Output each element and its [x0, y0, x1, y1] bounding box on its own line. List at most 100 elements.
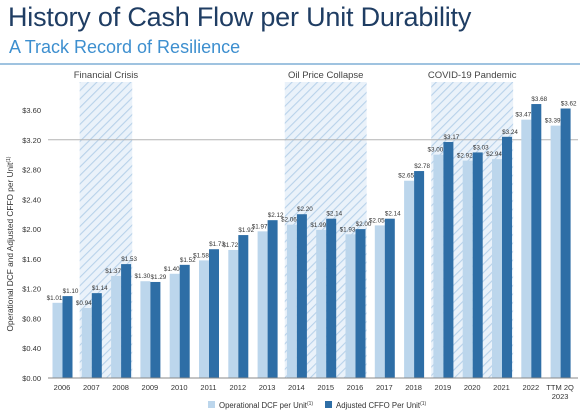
data-label-dcf-5: $1.58: [193, 252, 209, 259]
data-label-cffo-5: $1.73: [209, 241, 225, 248]
data-label-dcf-10: $1.93: [340, 226, 356, 233]
data-label-cffo-1: $1.14: [92, 285, 108, 292]
y-tick-8: $3.20: [22, 136, 41, 145]
data-label-dcf-1: $0.94: [76, 300, 92, 307]
bar-dcf-12: [404, 180, 415, 378]
data-label-dcf-14: $2.92: [457, 153, 473, 160]
bar-cffo-15: [502, 136, 512, 378]
x-tick-5: 2011: [200, 383, 216, 392]
bar-dcf-10: [345, 234, 356, 378]
axes: $0.00 $0.40 $0.80 $1.20 $1.60 $2.00 $2.40 $2.80…: [5, 106, 578, 401]
data-label-cffo-16: $3.68: [531, 96, 547, 103]
y-tick-6: $2.40: [22, 195, 41, 204]
page-title: History of Cash Flow per Unit Durability: [8, 2, 472, 32]
x-tick-16: 2022: [522, 383, 539, 392]
bar-cffo-0: [62, 296, 73, 378]
bar-dcf-5: [199, 260, 209, 378]
x-tick-6: 2012: [229, 383, 246, 392]
bar-dcf-9: [316, 229, 327, 378]
x-tick-11: 2017: [376, 383, 393, 392]
data-label-dcf-3: $1.30: [135, 273, 151, 280]
x-tick-17-b: 2023: [552, 392, 569, 401]
data-label-dcf-15: $2.94: [486, 151, 502, 158]
bar-dcf-16: [521, 119, 532, 378]
y-tick-0: $0.00: [22, 374, 41, 383]
data-label-dcf-2: $1.37: [105, 268, 121, 275]
bar-cffo-13: [443, 142, 454, 378]
data-label-dcf-6: $1.72: [222, 242, 238, 249]
y-axis-label: Operational DCF and Adjusted CFFO per Un…: [5, 156, 15, 331]
bar-cffo-16: [531, 104, 542, 379]
event-label-2: COVID-19 Pandemic: [428, 70, 517, 81]
data-label-dcf-0: $1.01: [47, 295, 63, 302]
data-label-dcf-12: $2.65: [398, 173, 414, 180]
data-label-cffo-3: $1.29: [151, 274, 167, 281]
bar-dcf-6: [228, 249, 239, 378]
bar-cffo-7: [267, 220, 278, 378]
bar-cffo-3: [150, 281, 161, 378]
data-label-cffo-17: $3.62: [561, 101, 577, 108]
y-tick-4: $1.60: [22, 255, 41, 264]
data-label-dcf-8: $2.06: [281, 217, 297, 224]
bar-cffo-10: [355, 229, 366, 378]
data-label-cffo-9: $2.14: [326, 211, 342, 218]
bar-cffo-11: [384, 218, 395, 378]
bar-dcf-11: [374, 225, 385, 378]
event-label-1: Oil Price Collapse: [288, 70, 364, 81]
bar-dcf-2: [111, 276, 122, 378]
bar-cffo-17: [560, 108, 571, 378]
legend-label-1: Adjusted CFFO Per Unit(1): [336, 401, 427, 410]
data-label-dcf-4: $1.40: [164, 266, 180, 273]
bar-dcf-8: [286, 224, 297, 378]
bar-cffo-14: [472, 152, 483, 378]
page-subtitle: A Track Record of Resilience: [9, 37, 241, 57]
bar-dcf-14: [462, 160, 473, 378]
x-tick-4: 2010: [171, 383, 188, 392]
bars: [52, 104, 571, 379]
x-tick-7: 2013: [259, 383, 276, 392]
bar-dcf-7: [257, 231, 268, 378]
x-tick-9: 2015: [317, 383, 334, 392]
title-divider: [0, 63, 580, 65]
bar-dcf-1: [81, 308, 92, 378]
bar-dcf-15: [492, 159, 502, 378]
y-tick-3: $1.20: [22, 285, 41, 294]
bar-cffo-5: [209, 249, 219, 378]
data-label-cffo-15: $3.24: [502, 129, 518, 136]
data-label-cffo-4: $1.52: [180, 257, 196, 264]
data-label-dcf-17: $3.39: [545, 118, 561, 125]
data-label-cffo-0: $1.10: [63, 288, 79, 295]
event-label-0: Financial Crisis: [74, 70, 139, 81]
x-tick-10: 2016: [347, 383, 364, 392]
legend-swatch-0: [208, 401, 215, 408]
legend: Operational DCF per Unit(1) Adjusted CFFO…: [208, 401, 427, 410]
data-label-cffo-6: $1.92: [238, 227, 254, 234]
bar-dcf-0: [52, 302, 63, 378]
bar-dcf-13: [433, 154, 444, 378]
data-labels: $1.01$1.10 $0.94 $1.14 $1.37$1.53 $1.30 $1.29…: [47, 96, 577, 307]
x-tick-15: 2021: [493, 383, 510, 392]
data-label-cffo-8: $2.20: [297, 206, 313, 213]
data-label-dcf-11: $2.05: [369, 217, 385, 224]
data-label-cffo-10: $2.00: [356, 221, 372, 228]
data-label-dcf-16: $3.47: [515, 112, 531, 119]
x-tick-12: 2018: [405, 383, 422, 392]
bar-dcf-17: [550, 125, 561, 378]
data-label-cffo-7: $2.12: [268, 212, 284, 219]
bar-cffo-8: [296, 214, 307, 378]
bar-cffo-4: [179, 264, 190, 378]
data-label-cffo-11: $2.14: [385, 211, 401, 218]
x-tick-2: 2008: [112, 383, 129, 392]
y-tick-7: $2.80: [22, 166, 41, 175]
x-tick-14: 2020: [464, 383, 481, 392]
bar-cffo-1: [91, 293, 102, 378]
bar-cffo-12: [414, 171, 425, 378]
bar-cffo-9: [326, 218, 337, 378]
data-label-cffo-14: $3.03: [473, 144, 489, 151]
x-tick-17-a: TTM 2Q: [546, 383, 574, 392]
x-tick-1: 2007: [83, 383, 100, 392]
y-tick-9: $3.60: [22, 106, 41, 115]
data-label-cffo-12: $2.78: [414, 163, 430, 170]
data-label-dcf-9: $1.99: [310, 222, 326, 229]
